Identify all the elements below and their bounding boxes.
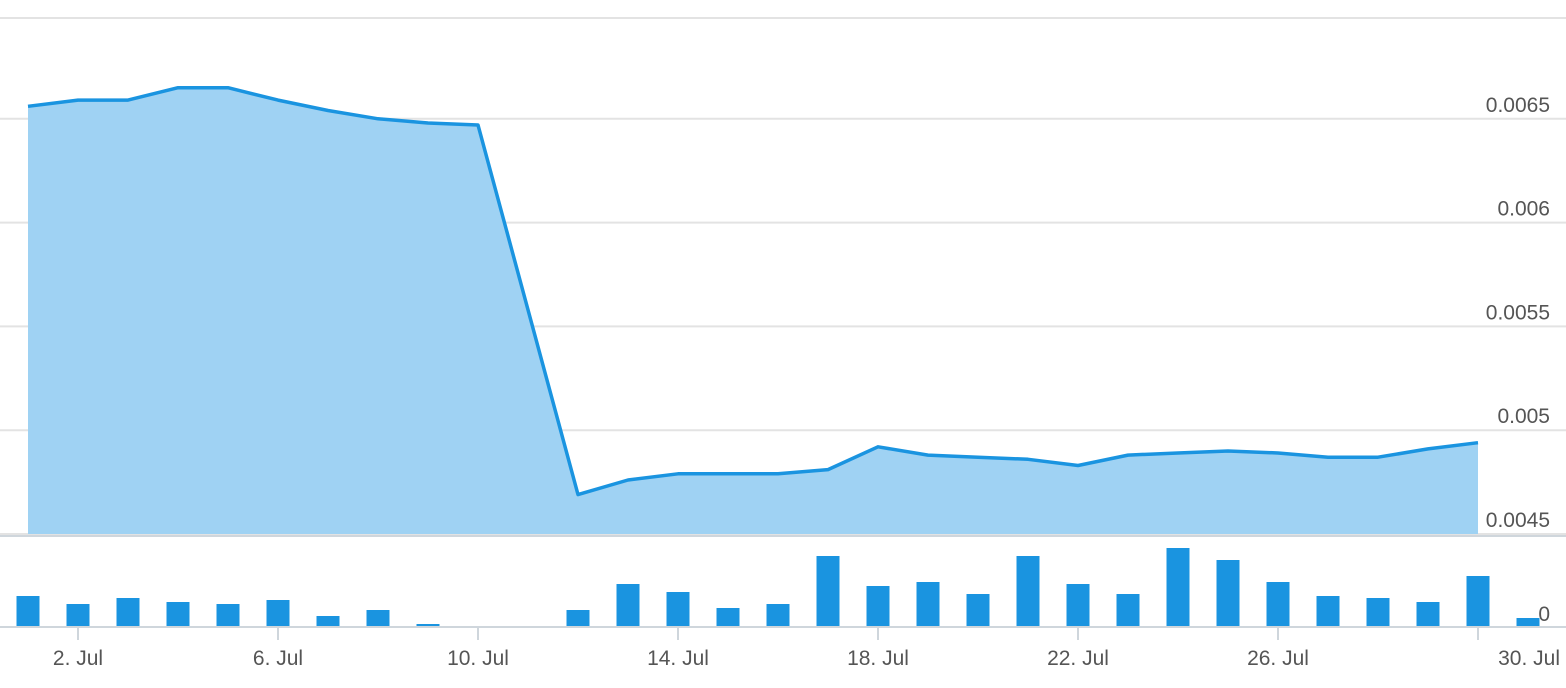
- volume-bar: [417, 624, 440, 626]
- x-tick-label: 14. Jul: [647, 647, 709, 670]
- volume-bar: [617, 584, 640, 626]
- volume-bar-series: [0, 548, 1566, 627]
- y-tick-label: 0.0045: [1486, 509, 1550, 532]
- volume-bar: [917, 582, 940, 626]
- volume-y-tick-label: 0: [1538, 603, 1550, 626]
- volume-bar: [317, 616, 340, 626]
- volume-bar: [1417, 602, 1440, 626]
- x-tick-label: 10. Jul: [447, 647, 509, 670]
- y-tick-label: 0.0055: [1486, 301, 1550, 324]
- volume-bar: [1267, 582, 1290, 626]
- x-tick-label: 22. Jul: [1047, 647, 1109, 670]
- volume-bar: [267, 600, 290, 626]
- x-tick-label: 6. Jul: [253, 647, 303, 670]
- volume-bar: [667, 592, 690, 626]
- volume-bar: [867, 586, 890, 626]
- volume-bar: [1067, 584, 1090, 626]
- y-tick-label: 0.005: [1497, 405, 1550, 428]
- price-y-axis: 0.0045 0.005 0.0055 0.006 0.0065 0: [1486, 94, 1550, 626]
- volume-bar: [1167, 548, 1190, 626]
- volume-bar: [367, 610, 390, 626]
- x-tick-label: 2. Jul: [53, 647, 103, 670]
- volume-bar: [217, 604, 240, 626]
- x-tick-label: 26. Jul: [1247, 647, 1309, 670]
- x-tick-label: 30. Jul: [1498, 647, 1560, 670]
- volume-bar: [1017, 556, 1040, 626]
- volume-bar: [1367, 598, 1390, 626]
- volume-bar: [1517, 618, 1540, 626]
- volume-bar: [1117, 594, 1140, 626]
- volume-bar: [117, 598, 140, 626]
- volume-bar: [967, 594, 990, 626]
- volume-bar: [1317, 596, 1340, 626]
- volume-bar: [567, 610, 590, 626]
- volume-bar: [767, 604, 790, 626]
- price-area-series: [28, 88, 1478, 534]
- y-tick-label: 0.006: [1497, 198, 1550, 221]
- volume-bar: [17, 596, 40, 626]
- volume-bar: [1467, 576, 1490, 626]
- volume-bar: [67, 604, 90, 626]
- volume-bar: [817, 556, 840, 626]
- volume-bar: [1217, 560, 1240, 626]
- volume-bar: [717, 608, 740, 626]
- price-area-fill: [28, 88, 1478, 534]
- date-x-axis: 2. Jul 6. Jul 10. Jul 14. Jul 18. Jul 22. Jul…: [53, 628, 1560, 670]
- volume-bar: [167, 602, 190, 626]
- x-tick-label: 18. Jul: [847, 647, 909, 670]
- y-tick-label: 0.0065: [1486, 94, 1550, 117]
